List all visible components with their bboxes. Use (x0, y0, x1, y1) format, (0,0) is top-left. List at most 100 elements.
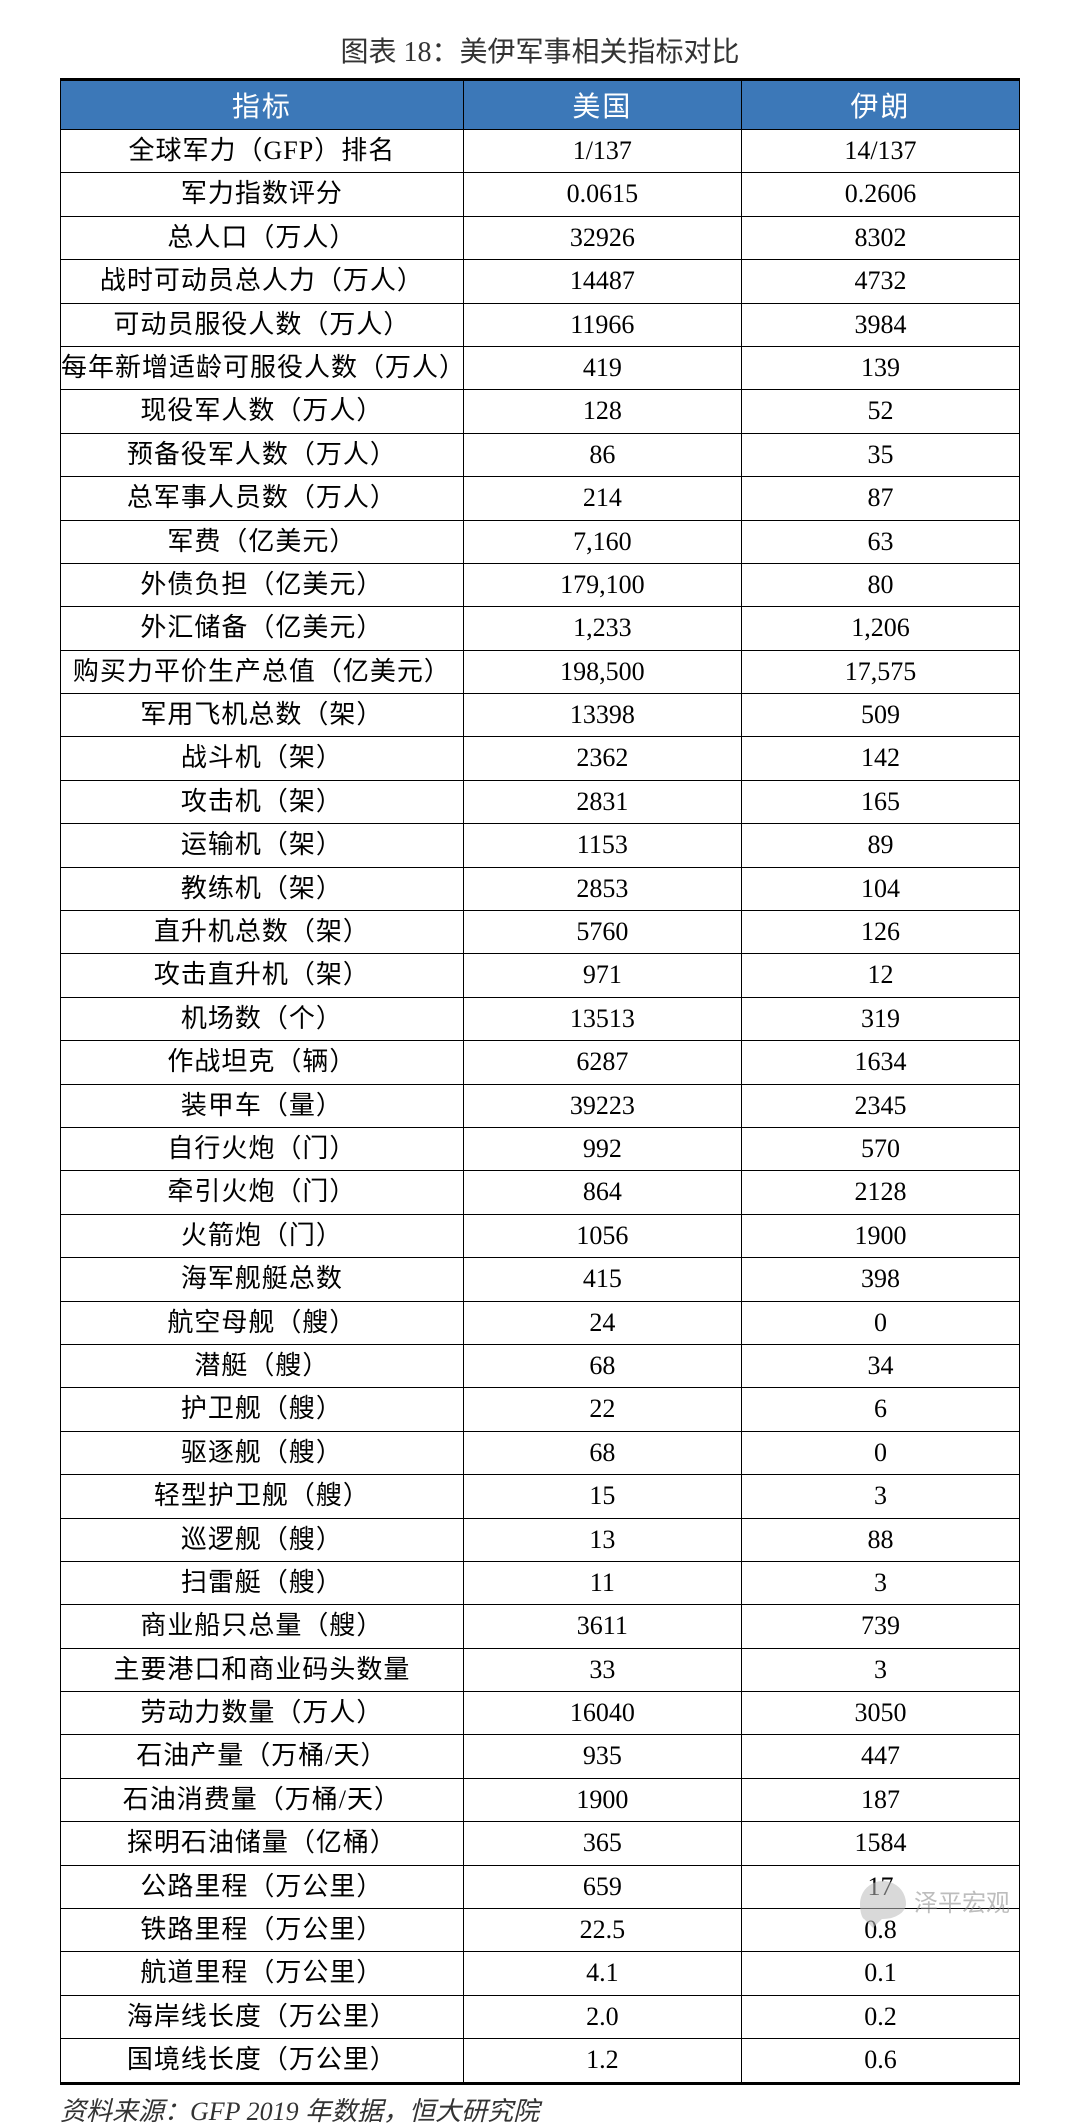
iran-cell: 87 (741, 477, 1019, 520)
indicator-cell: 航道里程（万公里） (61, 1952, 464, 1995)
indicator-cell: 国境线长度（万公里） (61, 2039, 464, 2083)
table-row: 海岸线长度（万公里）2.00.2 (61, 1995, 1020, 2038)
usa-cell: 24 (463, 1301, 741, 1344)
usa-cell: 1/137 (463, 130, 741, 173)
indicator-cell: 预备役军人数（万人） (61, 433, 464, 476)
iran-cell: 35 (741, 433, 1019, 476)
iran-cell: 34 (741, 1344, 1019, 1387)
indicator-cell: 作战坦克（辆） (61, 1041, 464, 1084)
indicator-cell: 总人口（万人） (61, 216, 464, 259)
indicator-cell: 总军事人员数（万人） (61, 477, 464, 520)
usa-cell: 419 (463, 346, 741, 389)
iran-cell: 142 (741, 737, 1019, 780)
table-row: 总军事人员数（万人）21487 (61, 477, 1020, 520)
comparison-table: 指标 美国 伊朗 全球军力（GFP）排名1/13714/137 军力指数评分0.0… (60, 78, 1020, 2085)
table-row: 攻击机（架）2831165 (61, 780, 1020, 823)
usa-cell: 15 (463, 1475, 741, 1518)
iran-cell: 165 (741, 780, 1019, 823)
iran-cell: 80 (741, 563, 1019, 606)
table-row: 商业船只总量（艘）3611739 (61, 1605, 1020, 1648)
usa-cell: 11966 (463, 303, 741, 346)
indicator-cell: 运输机（架） (61, 824, 464, 867)
col-header-usa: 美国 (463, 80, 741, 130)
iran-cell: 447 (741, 1735, 1019, 1778)
table-row: 驱逐舰（艘）680 (61, 1431, 1020, 1474)
iran-cell: 2128 (741, 1171, 1019, 1214)
data-source: 资料来源：GFP 2019 年数据，恒大研究院 (60, 2091, 1020, 2128)
iran-cell: 14/137 (741, 130, 1019, 173)
usa-cell: 68 (463, 1431, 741, 1474)
indicator-cell: 装甲车（量） (61, 1084, 464, 1127)
iran-cell: 0.2 (741, 1995, 1019, 2038)
table-row: 外汇储备（亿美元）1,2331,206 (61, 607, 1020, 650)
iran-cell: 6 (741, 1388, 1019, 1431)
table-row: 航道里程（万公里）4.10.1 (61, 1952, 1020, 1995)
usa-cell: 0.0615 (463, 173, 741, 216)
table-row: 教练机（架）2853104 (61, 867, 1020, 910)
indicator-cell: 海岸线长度（万公里） (61, 1995, 464, 2038)
usa-cell: 2.0 (463, 1995, 741, 2038)
iran-cell: 126 (741, 911, 1019, 954)
table-row: 潜艇（艘）6834 (61, 1344, 1020, 1387)
iran-cell: 3984 (741, 303, 1019, 346)
usa-cell: 39223 (463, 1084, 741, 1127)
iran-cell: 739 (741, 1605, 1019, 1648)
usa-cell: 365 (463, 1822, 741, 1865)
usa-cell: 16040 (463, 1692, 741, 1735)
iran-cell: 1,206 (741, 607, 1019, 650)
indicator-cell: 军力指数评分 (61, 173, 464, 216)
indicator-cell: 战时可动员总人力（万人） (61, 260, 464, 303)
iran-cell: 104 (741, 867, 1019, 910)
watermark-text: 泽平宏观 (914, 1883, 1010, 1918)
wechat-icon (860, 1881, 906, 1919)
indicator-cell: 购买力平价生产总值（亿美元） (61, 650, 464, 693)
iran-cell: 570 (741, 1127, 1019, 1170)
usa-cell: 1153 (463, 824, 741, 867)
table-row: 每年新增适龄可服役人数（万人）419139 (61, 346, 1020, 389)
iran-cell: 88 (741, 1518, 1019, 1561)
indicator-cell: 全球军力（GFP）排名 (61, 130, 464, 173)
usa-cell: 13513 (463, 997, 741, 1040)
table-row: 装甲车（量）392232345 (61, 1084, 1020, 1127)
usa-cell: 4.1 (463, 1952, 741, 1995)
usa-cell: 5760 (463, 911, 741, 954)
usa-cell: 14487 (463, 260, 741, 303)
usa-cell: 864 (463, 1171, 741, 1214)
table-row: 海军舰艇总数415398 (61, 1258, 1020, 1301)
table-row: 可动员服役人数（万人）119663984 (61, 303, 1020, 346)
iran-cell: 1900 (741, 1214, 1019, 1257)
usa-cell: 198,500 (463, 650, 741, 693)
iran-cell: 3 (741, 1648, 1019, 1691)
table-row: 军费（亿美元）7,16063 (61, 520, 1020, 563)
indicator-cell: 扫雷艇（艘） (61, 1561, 464, 1604)
usa-cell: 32926 (463, 216, 741, 259)
usa-cell: 1.2 (463, 2039, 741, 2083)
indicator-cell: 外债负担（亿美元） (61, 563, 464, 606)
usa-cell: 22 (463, 1388, 741, 1431)
table-row: 航空母舰（艘）240 (61, 1301, 1020, 1344)
table-row: 石油产量（万桶/天）935447 (61, 1735, 1020, 1778)
indicator-cell: 攻击直升机（架） (61, 954, 464, 997)
usa-cell: 214 (463, 477, 741, 520)
iran-cell: 3 (741, 1561, 1019, 1604)
iran-cell: 319 (741, 997, 1019, 1040)
iran-cell: 187 (741, 1778, 1019, 1821)
table-row: 外债负担（亿美元）179,10080 (61, 563, 1020, 606)
iran-cell: 52 (741, 390, 1019, 433)
table-row: 现役军人数（万人）12852 (61, 390, 1020, 433)
usa-cell: 935 (463, 1735, 741, 1778)
indicator-cell: 轻型护卫舰（艘） (61, 1475, 464, 1518)
indicator-cell: 商业船只总量（艘） (61, 1605, 464, 1648)
table-body: 全球军力（GFP）排名1/13714/137军力指数评分0.06150.2606… (61, 130, 1020, 2084)
indicator-cell: 潜艇（艘） (61, 1344, 464, 1387)
iran-cell: 1634 (741, 1041, 1019, 1084)
table-row: 战时可动员总人力（万人）144874732 (61, 260, 1020, 303)
iran-cell: 2345 (741, 1084, 1019, 1127)
indicator-cell: 火箭炮（门） (61, 1214, 464, 1257)
indicator-cell: 铁路里程（万公里） (61, 1909, 464, 1952)
table-row: 劳动力数量（万人）160403050 (61, 1692, 1020, 1735)
table-row: 机场数（个）13513319 (61, 997, 1020, 1040)
iran-cell: 3050 (741, 1692, 1019, 1735)
table-header-row: 指标 美国 伊朗 (61, 80, 1020, 130)
col-header-indicator: 指标 (61, 80, 464, 130)
